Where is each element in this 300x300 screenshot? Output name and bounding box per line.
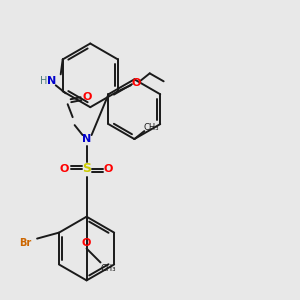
Text: O: O	[83, 92, 92, 102]
Text: CH₃: CH₃	[101, 264, 116, 273]
Text: N: N	[47, 76, 56, 86]
Text: CH₃: CH₃	[143, 123, 159, 132]
Text: O: O	[60, 164, 69, 174]
Text: H: H	[40, 76, 47, 86]
Text: O: O	[131, 78, 140, 88]
Text: S: S	[82, 162, 91, 176]
Text: O: O	[82, 238, 91, 248]
Text: Br: Br	[19, 238, 31, 248]
Text: N: N	[82, 134, 91, 144]
Text: O: O	[104, 164, 113, 174]
